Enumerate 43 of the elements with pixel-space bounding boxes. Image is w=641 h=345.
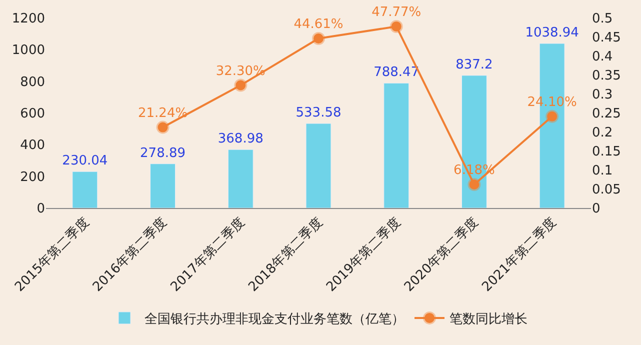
point xyxy=(234,78,248,92)
y-tick-label: 0 xyxy=(36,202,45,217)
bar xyxy=(384,82,410,208)
y2-tick-label: 0.05 xyxy=(592,182,621,198)
data-label: 278.89 xyxy=(140,146,186,161)
y2-tick-label: 0.15 xyxy=(592,144,621,160)
bar xyxy=(150,164,176,208)
y-tick-label: 800 xyxy=(20,74,45,90)
y-tick-label: 1000 xyxy=(12,43,45,58)
y2-tick-label: 0.1 xyxy=(592,164,613,179)
data-label: 21.24% xyxy=(138,106,188,121)
data-label: 44.61% xyxy=(294,16,344,32)
y2-tick-label: 0.3 xyxy=(592,88,613,103)
y2-tick-label: 0.2 xyxy=(592,126,613,141)
point xyxy=(546,110,559,123)
y2-tick-label: 0.45 xyxy=(592,30,621,46)
point xyxy=(468,178,481,192)
y2-tick-label: 0.35 xyxy=(592,68,621,84)
y-tick-label: 200 xyxy=(20,170,45,185)
y2-tick-label: 0.5 xyxy=(592,12,613,27)
data-label: 24.10% xyxy=(527,94,577,110)
legend-label: 笔数同比增长 xyxy=(450,312,528,328)
bar xyxy=(306,123,332,208)
y-tick-label: 400 xyxy=(20,138,45,154)
point xyxy=(390,20,403,33)
y-tick-label: 600 xyxy=(20,106,45,122)
bar xyxy=(72,171,98,208)
data-label: 230.04 xyxy=(62,154,108,169)
data-label: 32.30% xyxy=(216,64,266,79)
data-label: 788.47 xyxy=(374,65,420,80)
data-label: 1038.94 xyxy=(525,26,579,40)
point xyxy=(312,32,325,45)
data-label: 533.58 xyxy=(296,106,342,121)
data-label: 837.2 xyxy=(456,57,493,72)
data-label: 368.98 xyxy=(218,132,264,147)
y-tick-label: 1200 xyxy=(12,12,45,27)
y2-tick-label: 0 xyxy=(592,202,600,217)
legend-label: 全国银行共办理非现金支付业务笔数（亿笔） xyxy=(144,312,404,328)
y2-tick-label: 0.25 xyxy=(592,106,621,122)
bar xyxy=(228,149,254,208)
data-label: 47.77% xyxy=(372,4,422,20)
point xyxy=(156,120,170,134)
y2-tick-label: 0.4 xyxy=(592,50,613,65)
